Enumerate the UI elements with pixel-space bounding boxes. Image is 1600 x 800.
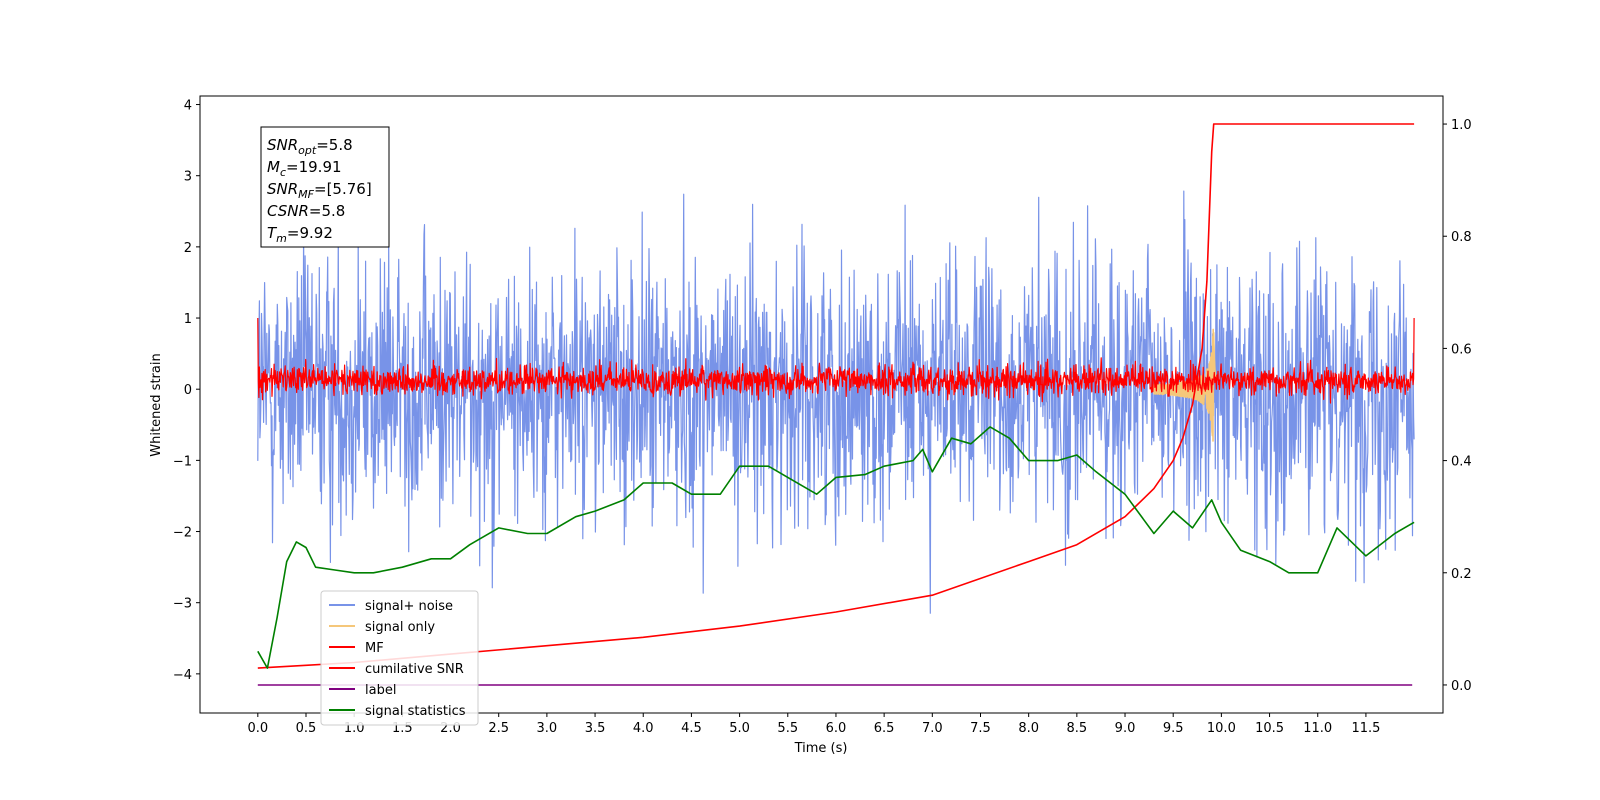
annotation-frame	[260, 126, 390, 248]
series-line-3	[257, 123, 1415, 669]
x-axis: 0.0 0.5 1.0 1.5 2.0 2.5 3.0 3.5 4.0 4.5 5.0 5.5 6.0 6…	[247, 713, 1380, 736]
x-tick-label: 10.0	[1207, 721, 1236, 736]
legend-entry: signal only	[365, 620, 435, 635]
x-tick-label: 7.5	[970, 721, 991, 736]
legend-entry: label	[365, 683, 396, 698]
y-tick-label: −1	[173, 454, 192, 469]
y-axis-label: Whitened strain	[149, 353, 164, 456]
annotation-line: SNRopt=5.8	[267, 136, 353, 157]
legend-entry: MF	[365, 641, 384, 656]
legend-entry: signal+ noise	[365, 599, 453, 614]
y-tick-label: 4	[184, 99, 192, 114]
legend: signal+ noise signal only MF cumilative SNR…	[320, 590, 479, 726]
y2-tick-label: 0.6	[1451, 342, 1472, 357]
x-tick-label: 7.0	[922, 721, 943, 736]
y-axis-right: 1.0 0.8 0.6 0.4 0.2 0.0	[1443, 118, 1472, 694]
y2-tick-label: 0.4	[1451, 455, 1472, 470]
x-tick-label: 8.0	[1018, 721, 1039, 736]
legend-frame	[320, 590, 479, 726]
series-line-2	[257, 317, 1415, 404]
x-tick-label: 11.5	[1351, 721, 1380, 736]
y-tick-label: 0	[184, 383, 192, 398]
x-tick-label: 10.5	[1255, 721, 1284, 736]
x-tick-label: 0.5	[296, 721, 317, 736]
x-tick-label: 4.5	[681, 721, 702, 736]
y2-tick-label: 1.0	[1451, 118, 1472, 133]
plot-frame	[199, 95, 1444, 714]
y-tick-label: 1	[184, 312, 192, 327]
legend-entry: cumilative SNR	[365, 662, 464, 677]
y-axis-left: 4 3 2 1 0 −1 −2 −3 −4	[173, 99, 200, 683]
legend-entry: signal statistics	[365, 704, 466, 719]
x-tick-label: 5.5	[777, 721, 798, 736]
x-tick-label: 4.0	[633, 721, 654, 736]
x-tick-label: 2.5	[488, 721, 509, 736]
annotation-line: SNRMF=[5.76]	[267, 180, 372, 201]
annotation-line: CSNR=5.8	[267, 202, 345, 220]
y-tick-label: −4	[173, 668, 192, 683]
x-tick-label: 9.5	[1163, 721, 1184, 736]
y2-tick-label: 0.0	[1451, 679, 1472, 694]
x-tick-label: 6.0	[826, 721, 847, 736]
x-tick-label: 11.0	[1303, 721, 1332, 736]
x-tick-label: 5.0	[729, 721, 750, 736]
y-tick-label: −2	[173, 526, 192, 541]
y2-tick-label: 0.2	[1451, 567, 1472, 582]
series-line-0	[257, 190, 1415, 614]
annotation-line: Tm=9.92	[267, 224, 333, 245]
y-tick-label: 2	[184, 241, 192, 256]
x-tick-label: 6.5	[874, 721, 895, 736]
x-tick-label: 9.0	[1115, 721, 1136, 736]
x-tick-label: 0.0	[247, 721, 268, 736]
annotation-line: Mc=19.91	[267, 158, 342, 179]
series-line-5	[257, 426, 1415, 669]
x-tick-label: 3.5	[585, 721, 606, 736]
x-tick-label: 3.0	[537, 721, 558, 736]
y-tick-label: −3	[173, 597, 192, 612]
y-tick-label: 3	[184, 170, 192, 185]
y2-tick-label: 0.8	[1451, 230, 1472, 245]
x-axis-label: Time (s)	[794, 741, 848, 756]
x-tick-label: 8.5	[1067, 721, 1088, 736]
